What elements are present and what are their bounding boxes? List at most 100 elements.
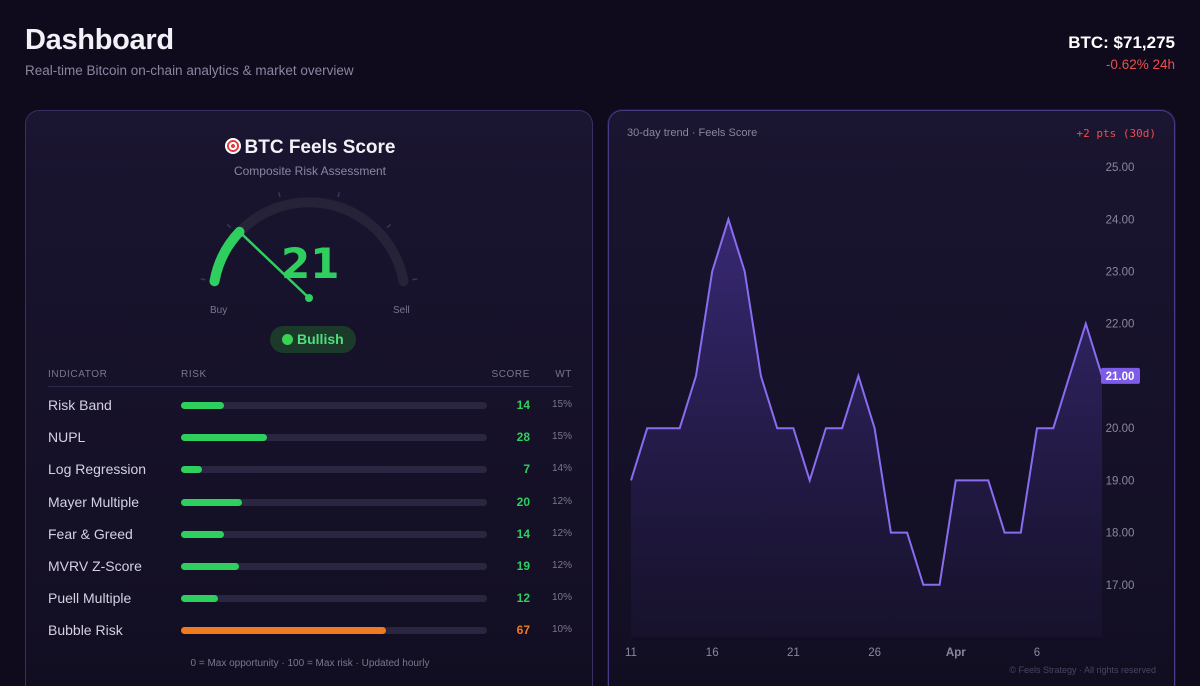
- indicator-name: NUPL: [48, 429, 86, 446]
- x-tick-label: 26: [868, 647, 881, 659]
- gauge-fill: [209, 226, 245, 287]
- indicator-row: Risk Band 14 15%: [48, 394, 572, 418]
- score-gauge: [200, 192, 418, 302]
- trend-card-label: 30-day trend · Feels Score: [627, 127, 758, 139]
- indicator-score: 28: [516, 430, 530, 445]
- risk-bar-track: [181, 466, 487, 474]
- indicator-weight: 14%: [551, 463, 572, 475]
- indicator-weight: 12%: [551, 495, 572, 507]
- risk-bar-track: [181, 563, 487, 570]
- indicator-weight: 12%: [551, 560, 572, 571]
- indicator-row: MVRV Z-Score 19 12%: [48, 555, 572, 579]
- indicator-table-header: INDICATOR RISK SCORE WT: [48, 369, 572, 385]
- score-footnote: 0 = Max opportunity · 100 = Max risk · U…: [190, 658, 430, 669]
- gauge-tick: [277, 192, 281, 198]
- trend-card: 30-day trend · Feels Score +2 pts (30d) …: [608, 110, 1175, 686]
- risk-bar-fill: [181, 563, 240, 570]
- risk-bar-track: [181, 627, 487, 635]
- y-tick-label: 20.00: [1106, 423, 1135, 435]
- indicator-name: Fear & Greed: [48, 525, 133, 542]
- trend-chart: 17.00 18.00 19.00 20.00 21.00 22.00 23.00 24.00…: [625, 162, 1140, 659]
- indicator-weight: 10%: [551, 624, 572, 636]
- indicator-score: 20: [516, 494, 530, 509]
- target-icon: [224, 138, 241, 154]
- risk-bar-fill: [181, 498, 243, 506]
- indicator-score: 12: [516, 591, 530, 606]
- y-tick-label: 18.00: [1106, 528, 1135, 540]
- indicator-name: Bubble Risk: [48, 622, 123, 639]
- column-indicator: INDICATOR: [48, 369, 108, 380]
- green-dot-icon: [282, 334, 293, 345]
- x-tick-label: 11: [625, 647, 637, 659]
- current-value-marker: [1101, 367, 1140, 384]
- indicator-score: 19: [516, 559, 530, 573]
- score-card-title-text: BTC Feels Score: [244, 137, 396, 158]
- trend-change: +2 pts (30d): [1076, 127, 1156, 140]
- y-tick-label: 25.00: [1106, 162, 1135, 174]
- indicator-weight: 15%: [551, 431, 572, 443]
- indicator-name: Log Regression: [48, 461, 147, 478]
- page-title: Dashboard: [25, 24, 174, 56]
- trend-area: [631, 219, 1102, 638]
- indicator-score: 14: [516, 526, 530, 541]
- gauge-tick: [412, 278, 418, 281]
- y-tick-label: 17.00: [1106, 580, 1135, 592]
- risk-bar-track: [181, 498, 487, 506]
- risk-bar-track: [181, 434, 487, 442]
- indicator-row: Puell Multiple 12 10%: [48, 587, 572, 611]
- indicator-score: 7: [523, 462, 530, 477]
- gauge-tick: [337, 192, 341, 198]
- risk-bar-track: [181, 402, 487, 409]
- y-tick-label: 22.00: [1106, 319, 1135, 331]
- watermark: © Feels Strategy · All rights reserved: [1009, 665, 1156, 675]
- risk-bar-track: [181, 530, 487, 538]
- indicator-row: NUPL 28 15%: [48, 426, 572, 450]
- risk-bar-fill: [181, 627, 387, 635]
- score-card-title: BTC Feels Score: [26, 137, 594, 159]
- gauge-ticks: [200, 192, 418, 281]
- indicator-weight: 10%: [551, 592, 572, 604]
- gauge-tick: [386, 223, 392, 229]
- indicator-name: Risk Band: [48, 397, 112, 413]
- risk-bar-fill: [181, 402, 224, 409]
- indicator-name: Mayer Multiple: [48, 493, 140, 510]
- gauge-sell-label: Sell: [393, 305, 410, 316]
- gauge-score-value: 21: [281, 239, 340, 288]
- indicator-weight: 12%: [551, 527, 572, 539]
- risk-bar-track: [181, 595, 487, 603]
- indicator-row: Mayer Multiple 20 12%: [48, 491, 572, 515]
- gauge-tick: [200, 278, 206, 281]
- indicator-row: Fear & Greed 14 12%: [48, 523, 572, 547]
- table-divider: [48, 386, 572, 387]
- x-tick-label: 21: [787, 647, 800, 659]
- risk-bar-fill: [181, 434, 267, 442]
- y-tick-label: 19.00: [1106, 475, 1135, 487]
- btc-price: BTC: $71,275: [1068, 33, 1175, 52]
- trend-line: [630, 215, 1103, 586]
- risk-bar-fill: [181, 530, 224, 538]
- feels-score-card: BTC Feels Score Composite Risk Assessmen…: [25, 110, 593, 686]
- indicator-name: Puell Multiple: [48, 590, 132, 607]
- y-tick-label: 24.00: [1106, 214, 1135, 226]
- y-tick-label: 23.00: [1106, 267, 1135, 279]
- column-risk: RISK: [181, 369, 207, 380]
- gauge-tick: [226, 223, 232, 229]
- indicator-weight: 15%: [551, 399, 572, 410]
- x-tick-label: 16: [706, 647, 719, 659]
- indicator-row: Log Regression 7 14%: [48, 458, 572, 482]
- y-tick-label: 21.00: [1106, 371, 1135, 383]
- x-tick-label: Apr: [946, 647, 966, 659]
- indicator-score: 14: [516, 398, 530, 412]
- indicator-name: MVRV Z-Score: [48, 558, 142, 574]
- gauge-buy-label: Buy: [210, 305, 228, 316]
- risk-bar-fill: [181, 466, 203, 474]
- indicator-row: Bubble Risk 67 10%: [48, 619, 572, 643]
- indicator-score: 67: [516, 623, 530, 638]
- btc-price-change: -0.62% 24h: [1105, 57, 1175, 72]
- gauge-needle: [238, 230, 311, 300]
- status-badge-label: Bullish: [297, 331, 344, 347]
- page-subtitle: Real-time Bitcoin on-chain analytics & m…: [25, 63, 354, 78]
- x-tick-label: 6: [1034, 647, 1040, 659]
- risk-bar-fill: [181, 595, 218, 603]
- gauge-pivot: [305, 294, 313, 302]
